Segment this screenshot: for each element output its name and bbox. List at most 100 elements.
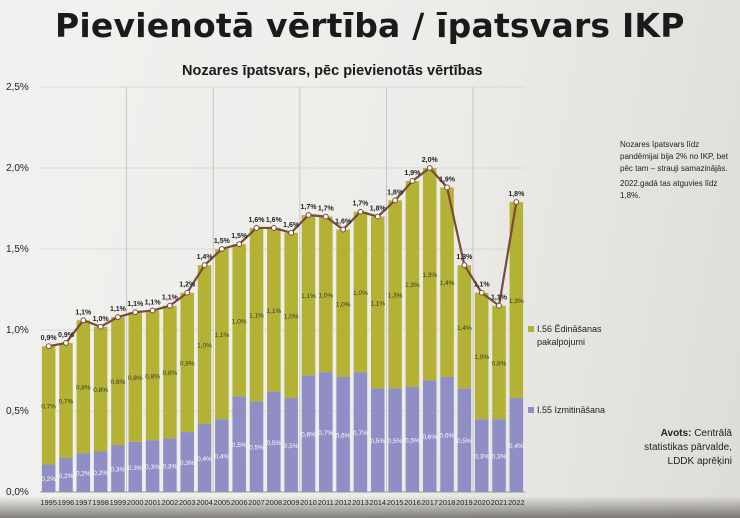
- data-label-accommodation: 0,3%: [474, 454, 489, 461]
- total-label: 1,8%: [387, 189, 404, 196]
- bar-accommodation: [93, 451, 108, 492]
- total-point: [392, 197, 398, 204]
- total-label: 1,3%: [456, 254, 473, 261]
- total-point: [167, 302, 173, 309]
- data-label-accommodation: 0,5%: [232, 442, 247, 449]
- total-label: 1,0%: [93, 316, 110, 323]
- total-point: [97, 323, 104, 330]
- bar-food-services: [492, 305, 506, 420]
- annotation-note: Nozares īpatsvars līdz pandēmijai bija 2…: [620, 139, 736, 205]
- segment-labels: 0,2% 0,7% 0,2% 0,7% 0,2% 0,8% 0,2% 0,8% 0,3% 0,8%…: [41, 272, 524, 483]
- total-label: 1,1%: [110, 306, 127, 313]
- bar-food-services: [457, 265, 472, 389]
- total-point: [288, 229, 295, 236]
- data-label-accommodation: 0,5%: [249, 445, 264, 452]
- x-tick-label: 2001: [144, 498, 161, 507]
- x-tick-label: 2008: [265, 498, 282, 507]
- total-point: [409, 178, 416, 184]
- bar-accommodation: [440, 376, 454, 492]
- bar-accommodation: [319, 372, 333, 492]
- data-label-accommodation: 0,5%: [266, 440, 281, 447]
- total-line-series: 0,9% 0,9%1,1%1,0%1,1%1,1% 1,1%1,1%1,2%1,4%…: [41, 157, 525, 350]
- source-label: Avots:: [660, 428, 692, 439]
- bar-accommodation: [405, 386, 420, 492]
- total-label: 2,0%: [422, 157, 439, 164]
- x-tick-label: 2015: [387, 498, 404, 507]
- bar-food-services: [76, 320, 91, 454]
- bar-series: [41, 168, 524, 492]
- total-point: [305, 212, 312, 218]
- x-tick-label: 2014: [369, 498, 386, 507]
- bar-food-services: [371, 216, 385, 389]
- total-label: 1,1%: [127, 301, 144, 308]
- bar-accommodation: [76, 453, 91, 492]
- bar-food-services: [319, 216, 333, 373]
- bar-food-services: [405, 180, 420, 387]
- x-tick-label: 2016: [404, 498, 421, 507]
- bar-food-services: [336, 229, 350, 377]
- data-label-accommodation: 0,3%: [162, 463, 177, 470]
- total-label: 1,4%: [197, 254, 214, 261]
- legend-label-food-services-cont: pakalpojumi: [537, 337, 585, 347]
- bar-food-services: [59, 342, 73, 458]
- bar-food-services: [249, 227, 264, 402]
- total-point: [132, 309, 139, 316]
- total-point: [426, 165, 433, 171]
- total-label: 1,6%: [335, 219, 352, 226]
- bar-accommodation: [41, 464, 56, 492]
- x-tick-label: 2003: [179, 498, 196, 507]
- source-text: Centrālā statistikas pārvalde, LDDK aprē…: [644, 428, 732, 467]
- data-label-food-services: 1,3%: [405, 282, 420, 289]
- bar-accommodation: [492, 419, 506, 492]
- bar-accommodation: [59, 457, 73, 492]
- data-label-accommodation: 0,4%: [214, 454, 229, 461]
- annotation-line-1: Nozares īpatsvars līdz pandēmijai bija 2…: [620, 140, 728, 173]
- total-point: [513, 199, 520, 205]
- data-label-food-services: 0,9%: [180, 360, 195, 367]
- total-point: [444, 184, 450, 191]
- data-label-food-services: 0,8%: [93, 387, 108, 394]
- total-label: 1,6%: [266, 217, 283, 224]
- data-label-food-services: 1,1%: [249, 313, 264, 320]
- data-label-food-services: 1,4%: [457, 325, 472, 332]
- bar-food-services: [509, 202, 524, 399]
- data-label-food-services: 1,4%: [440, 280, 455, 287]
- total-label: 1,5%: [231, 233, 248, 240]
- data-label-accommodation: 0,5%: [457, 438, 472, 445]
- total-point: [218, 246, 225, 252]
- data-label-food-services: 1,3%: [422, 272, 437, 279]
- x-tick-label: 1999: [110, 498, 127, 507]
- x-tick-label: 1998: [92, 498, 109, 507]
- data-label-accommodation: 0,3%: [111, 467, 126, 474]
- data-label-food-services: 1,0%: [197, 343, 212, 350]
- total-point: [80, 317, 87, 324]
- total-label: 1,6%: [249, 217, 266, 224]
- bar-food-services: [232, 244, 246, 397]
- y-tick-label: 0,0%: [6, 487, 29, 498]
- data-label-accommodation: 0,3%: [145, 464, 160, 471]
- bar-food-services: [388, 200, 402, 389]
- data-label-food-services: 1,1%: [214, 332, 229, 339]
- total-label: 1,6%: [283, 222, 300, 229]
- data-label-food-services: 1,0%: [474, 354, 489, 361]
- total-label: 1,1%: [75, 309, 92, 316]
- y-axis: 0,0% 0,5% 1,0% 1,5% 2,0% 2,5%: [6, 82, 29, 498]
- data-label-accommodation: 0,2%: [93, 470, 108, 477]
- bar-accommodation: [163, 438, 177, 492]
- x-tick-label: 2012: [335, 498, 352, 507]
- total-label: 1,8%: [370, 206, 387, 213]
- bar-food-services: [474, 292, 489, 420]
- total-label: 0,9%: [58, 332, 75, 339]
- bar-accommodation: [353, 372, 368, 492]
- bar-accommodation: [197, 423, 212, 492]
- total-label: 1,2%: [179, 282, 196, 289]
- data-label-accommodation: 0,5%: [405, 437, 420, 444]
- data-label-accommodation: 0,6%: [422, 434, 437, 441]
- data-label-accommodation: 0,5%: [370, 438, 385, 445]
- data-label-accommodation: 0,2%: [76, 471, 91, 478]
- x-tick-label: 2000: [127, 498, 144, 507]
- total-point: [115, 314, 121, 320]
- total-line: [48, 166, 518, 348]
- bar-food-services: [197, 265, 212, 424]
